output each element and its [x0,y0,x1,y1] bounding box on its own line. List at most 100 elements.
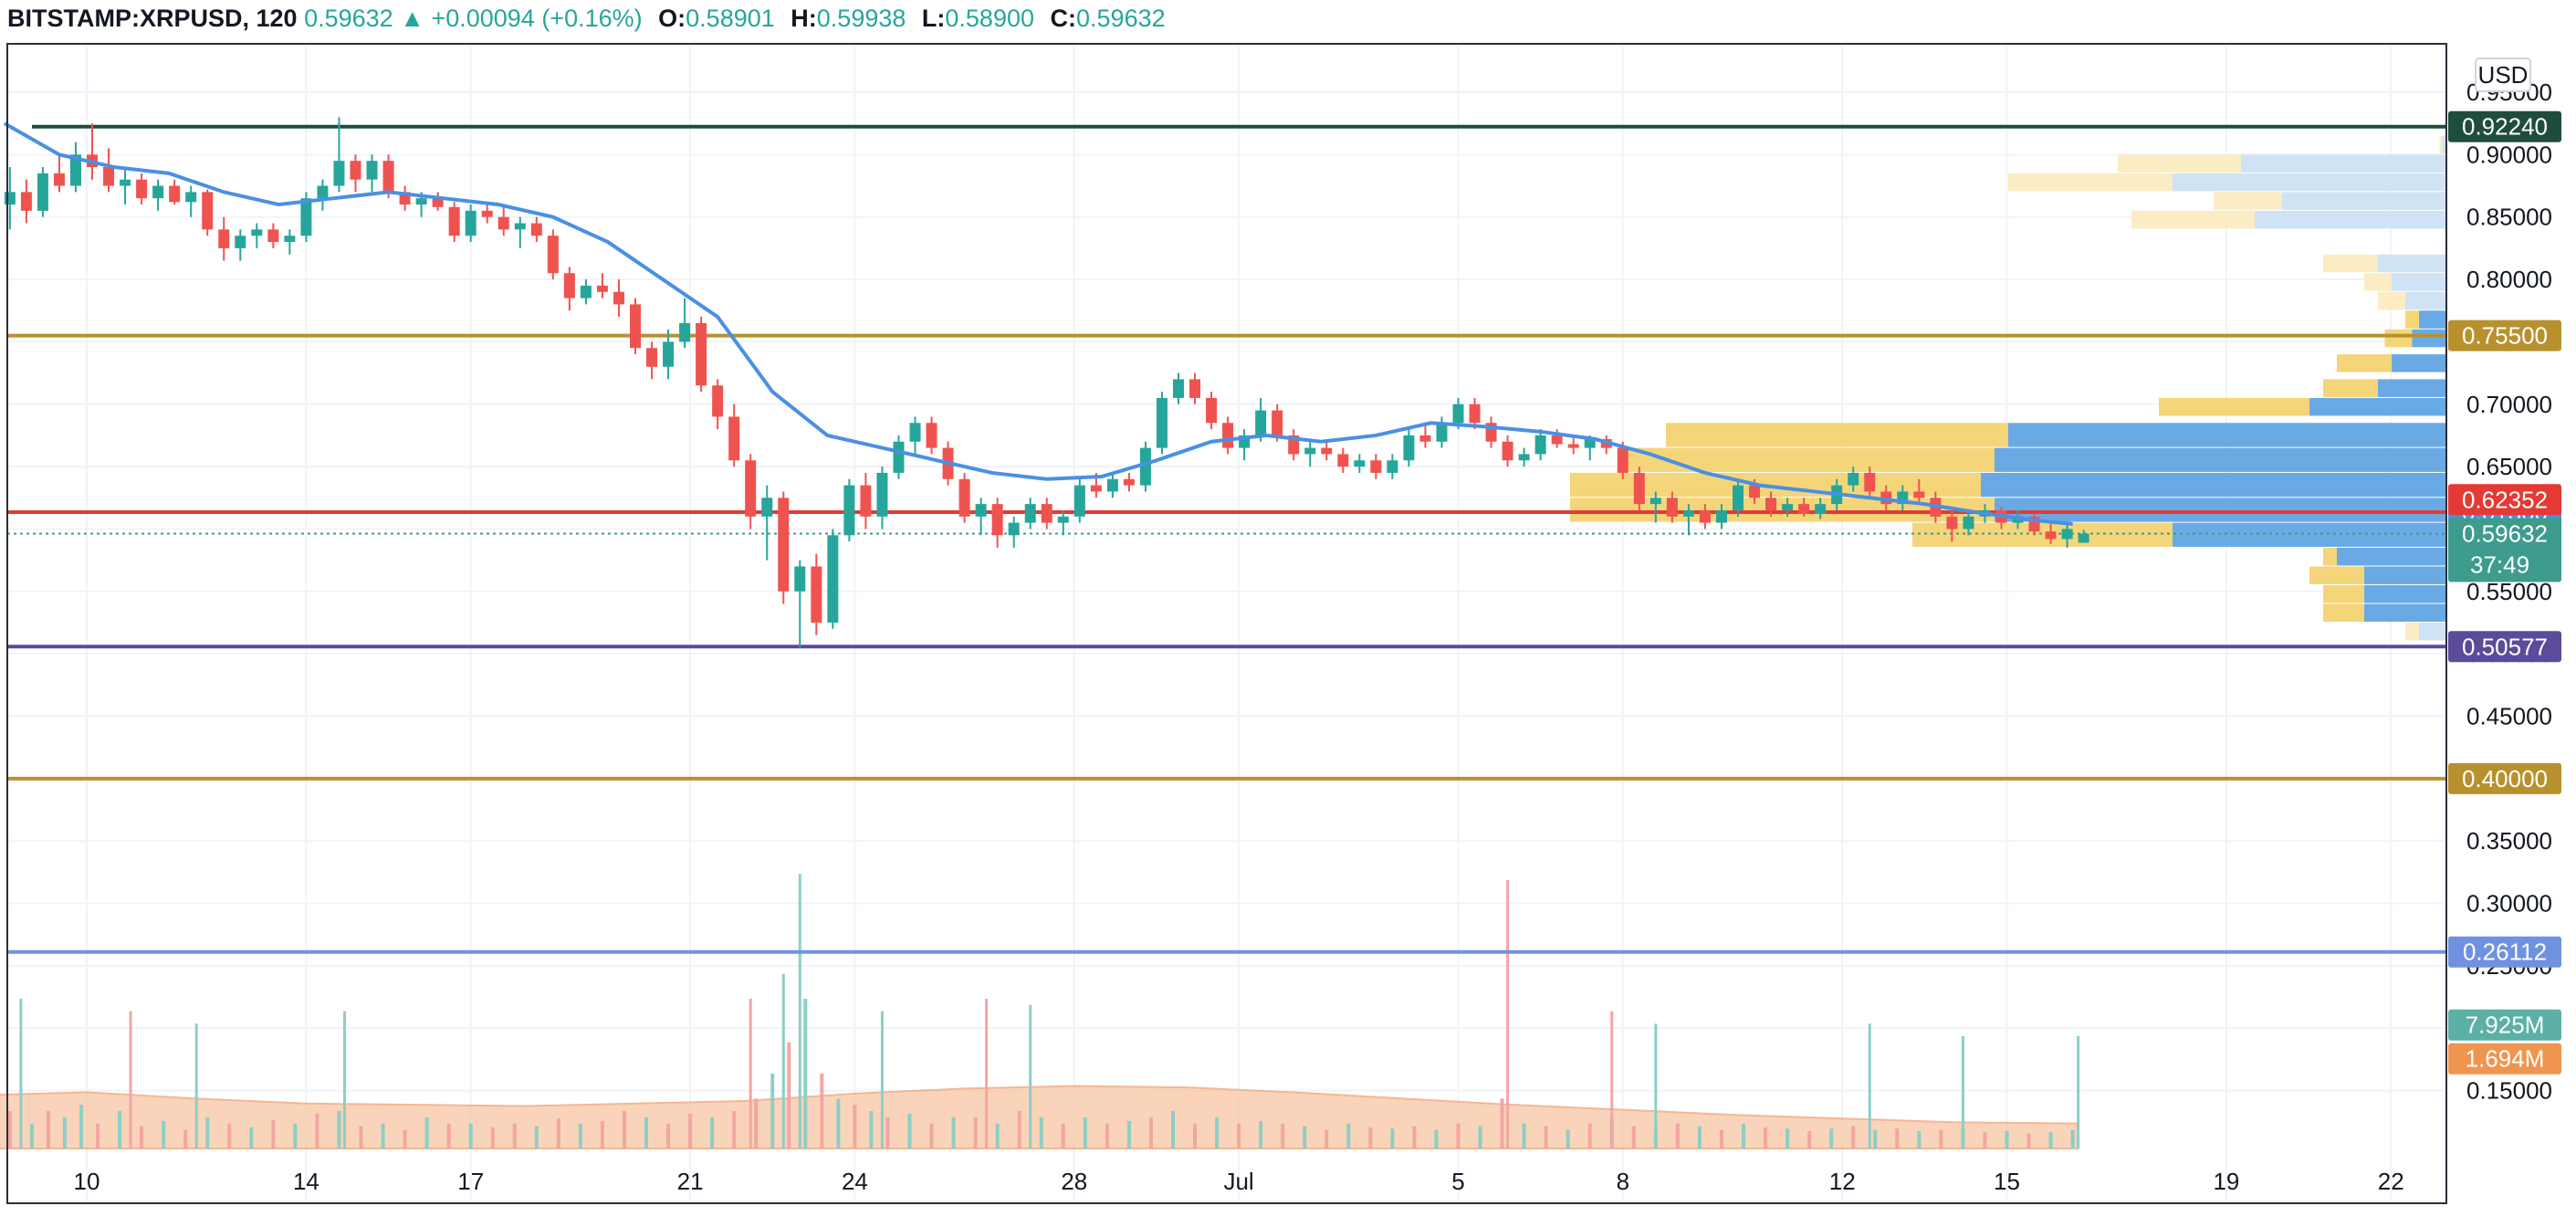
volume-bar [1764,1127,1768,1148]
candle-body [1189,379,1201,398]
candle-body [679,322,691,342]
candle-body [1024,504,1036,523]
candle-body [1370,460,1382,473]
volume-bar [62,1117,67,1148]
candle-body [1963,516,1974,530]
volume-bar [1281,1123,1285,1148]
volume-bar [424,1117,429,1148]
candle-body [514,223,526,230]
candle-body [1617,447,1628,473]
candle-body [1403,435,1415,461]
low-label: L: [921,5,946,32]
volume-bar [1873,1129,1878,1148]
volume-bar [688,1113,693,1148]
volume-profile-down [2255,210,2446,229]
candle-body [958,478,970,517]
candle-body [284,236,296,243]
volume-bar [227,1123,232,1148]
candle-body [2045,531,2057,540]
candle-body [1848,472,1859,486]
volume-bar [1785,1128,1790,1148]
price-change: +0.00094 (+0.16%) [431,5,643,32]
volume-profile-up [1666,423,2008,447]
volume-bar [2026,1133,2031,1148]
open-value: 0.58901 [686,5,775,32]
volume-bar [644,1117,649,1148]
candle-body [1321,447,1333,455]
candle-body [596,285,608,292]
volume-profile-up [2309,566,2364,584]
candle-body [1436,423,1448,442]
volume-profile-down [2282,192,2446,210]
price-tag-label: 0.59632 [2462,519,2548,547]
time-axis[interactable]: 10 14 17 21 24 28 Jul 5 8 12 15 19 22 [74,1168,2404,1195]
price-tag [2448,762,2561,794]
price-tag [2448,1043,2561,1075]
currency-badge[interactable]: USD [2475,58,2531,92]
volume-profile-down [2419,622,2446,641]
volume-bar [820,1073,824,1148]
candle-body [1139,447,1151,486]
time-tick-label: 21 [677,1168,704,1195]
candle-body [1222,423,1234,448]
volume-bar [973,1117,978,1148]
volume-bar [798,874,801,1148]
volume-bar [79,1105,83,1148]
price-tick-label: 0.90000 [2466,141,2552,168]
volume-bar [600,1120,604,1148]
horizontal-levels[interactable] [7,124,2446,954]
volume-bar [1061,1123,1065,1148]
volume-bar [1610,1011,1614,1148]
candle-body [465,210,476,236]
candle-body [350,161,361,180]
volume-profile-down [2405,291,2446,310]
candle-body [1123,478,1135,486]
candle-body [1913,491,1925,498]
volume-bar [770,1073,775,1148]
volume-bar [1851,1126,1856,1148]
moving-average [3,121,2073,526]
volume-profile-up [2323,584,2364,603]
candle-body [120,179,131,186]
high-value: 0.59938 [816,5,906,32]
candle-body [2078,533,2089,543]
price-tick-label: 0.65000 [2466,453,2552,480]
volume-profile-down [2364,584,2446,603]
volume-bar [1259,1120,1263,1148]
candle-body [991,504,1003,536]
volume-bar [1895,1128,1900,1148]
candle-body [20,192,32,211]
candle-body [728,416,740,461]
symbol-name[interactable]: BITSTAMP:XRPUSD, 120 [7,5,298,32]
volume-bar [534,1126,539,1148]
volume-bar [1565,1129,1570,1148]
volume-profile-up [2323,254,2378,273]
candlestick-series [4,117,2089,648]
chart-frame [6,43,2447,1204]
candle-body [448,206,460,236]
candle-body [103,167,115,186]
volume-bar [1868,1023,1871,1148]
price-tick-label: 0.30000 [2466,890,2552,918]
close-label: C: [1050,5,1077,32]
price-tick-label: 0.45000 [2466,703,2552,730]
volume-bar [1346,1123,1351,1148]
candle-body [1584,439,1596,448]
candle-body [53,173,65,186]
volume-bar [118,1110,122,1148]
volume-bar [183,1129,188,1148]
volume-bar [907,1113,912,1148]
volume-profile-up [2439,135,2443,154]
candle-body [235,236,246,248]
time-tick-label: 12 [1829,1168,1856,1195]
candle-body [1502,441,1513,461]
volume-profile-down [1995,447,2446,472]
volume-bar [2070,1129,2075,1148]
high-label: H: [791,5,817,32]
volume-profile-down [2442,135,2446,154]
candle-body [1419,435,1431,442]
volume-profile-down [2419,310,2446,329]
volume-bar [1237,1123,1241,1148]
volume-bar [1148,1117,1153,1148]
